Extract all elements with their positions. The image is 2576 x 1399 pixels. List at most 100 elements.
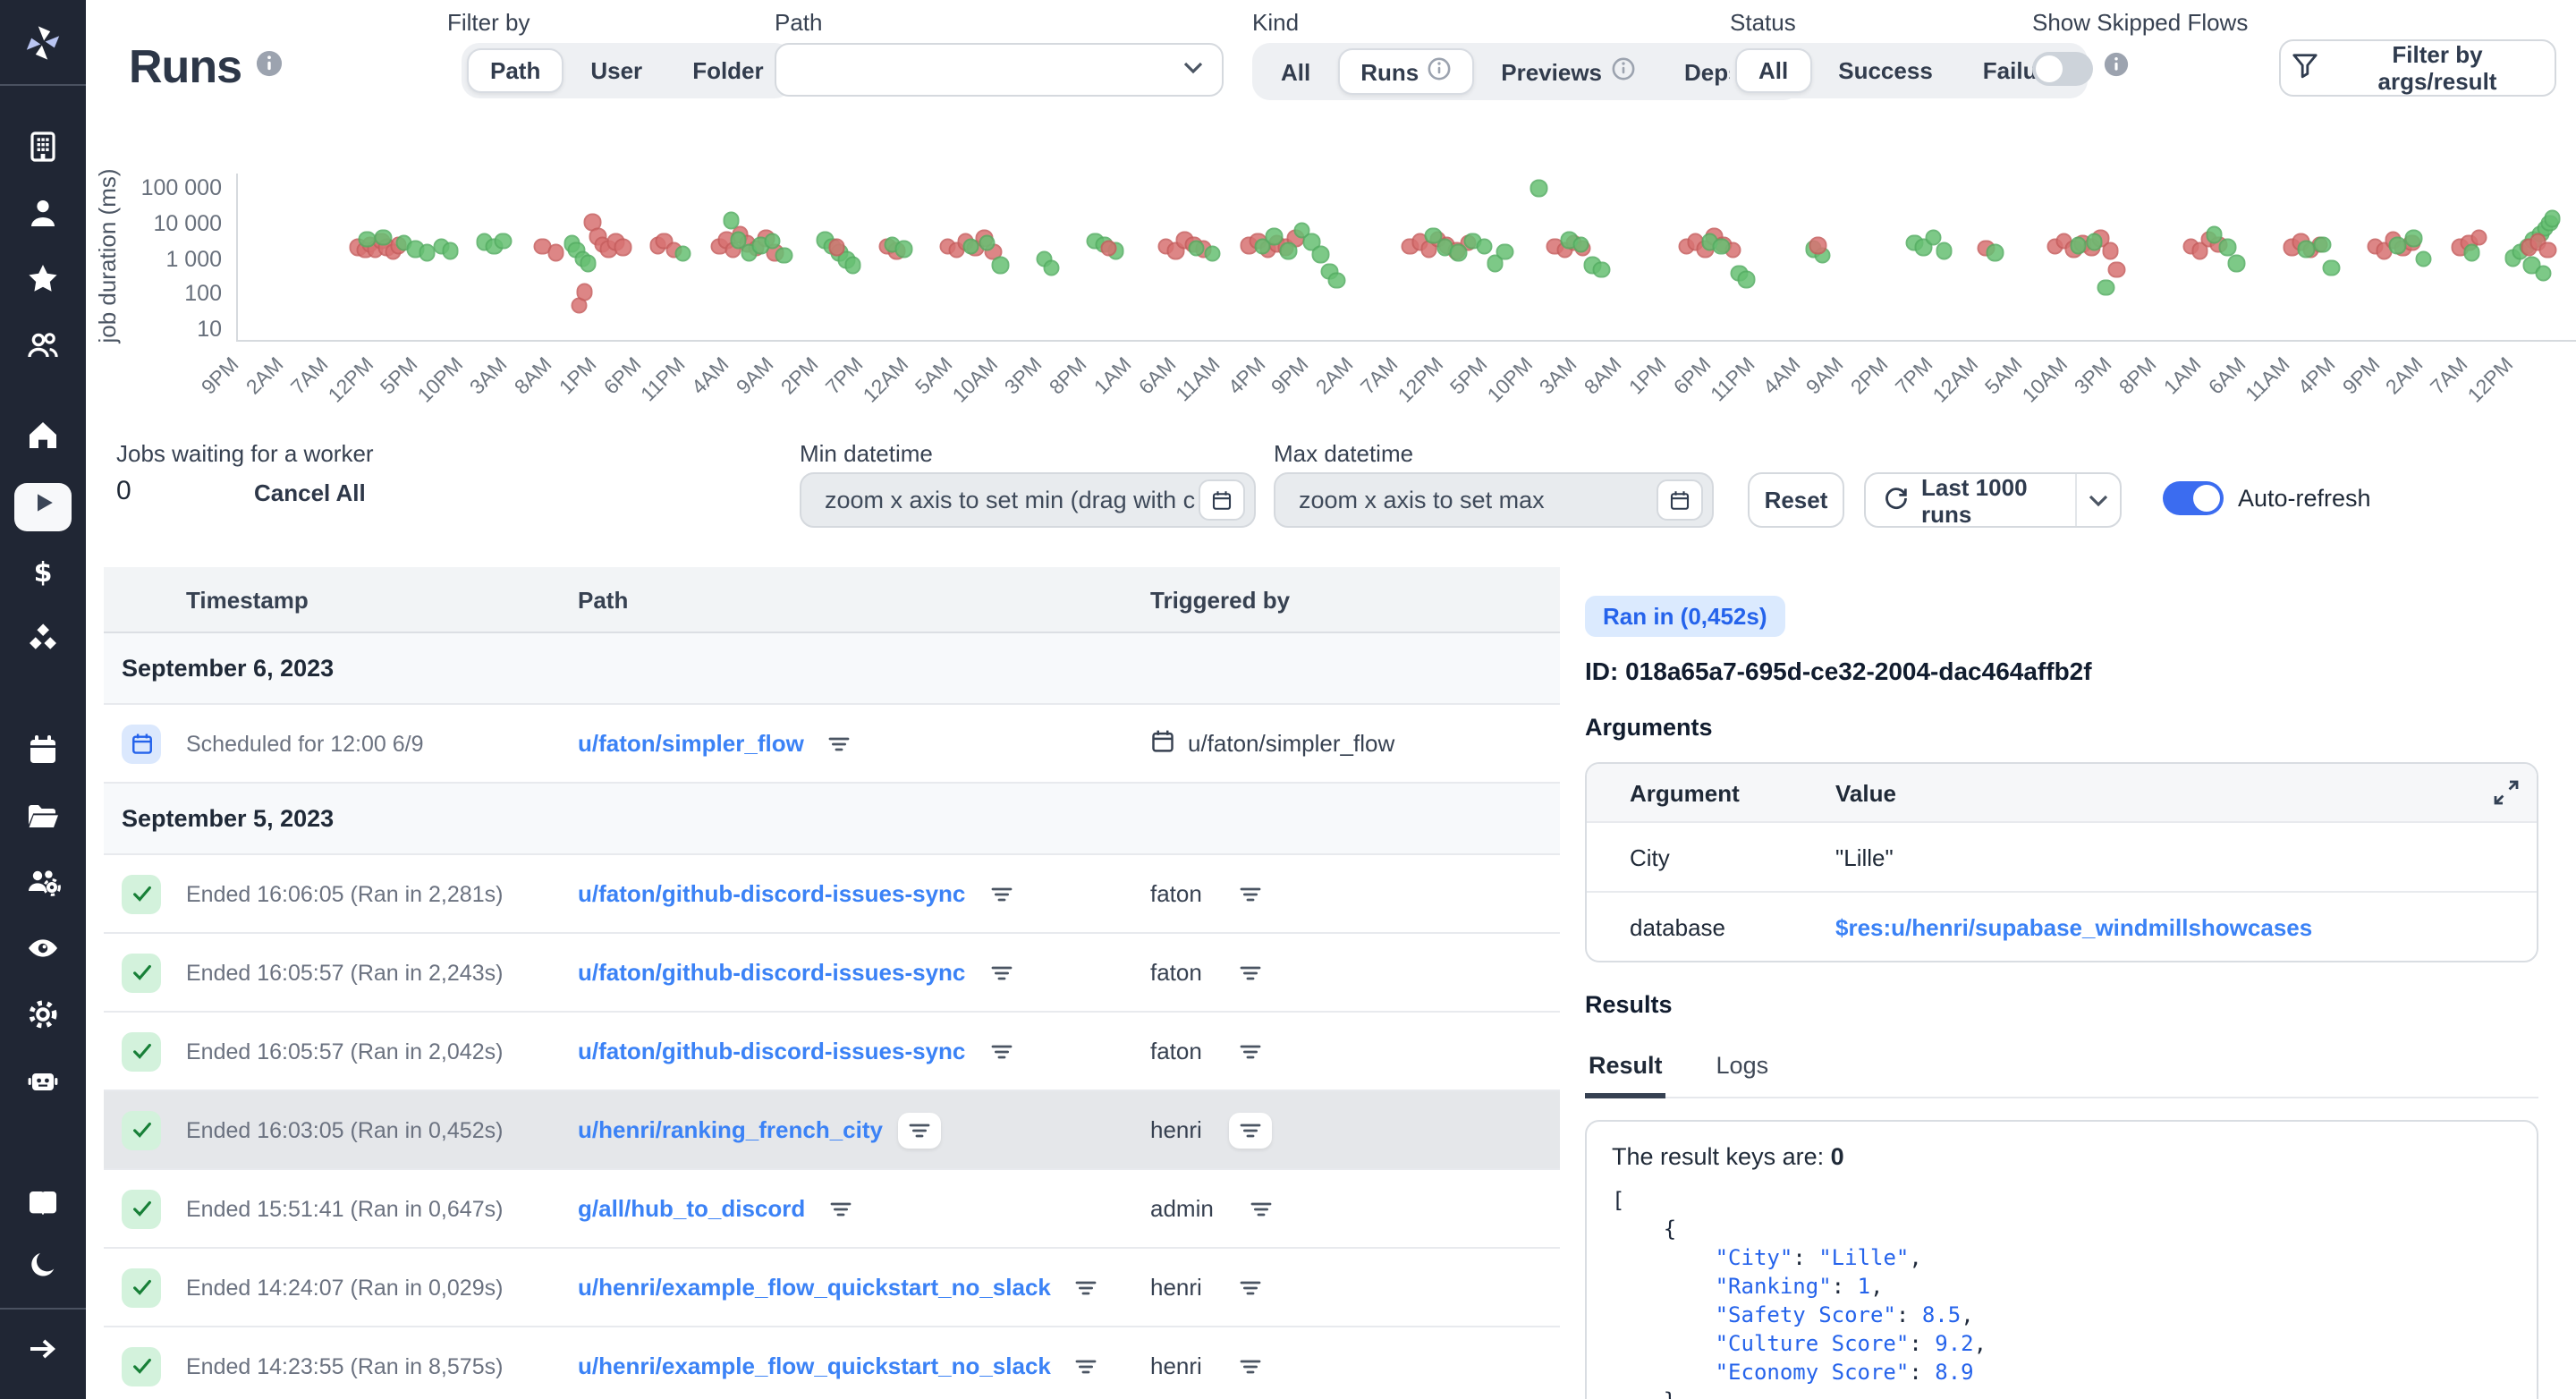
run-path-link[interactable]: u/faton/github-discord-issues-sync (578, 959, 966, 986)
run-path-link[interactable]: g/all/hub_to_discord (578, 1195, 806, 1222)
sidebar-item-theme[interactable] (14, 1247, 72, 1290)
success-run-dot[interactable] (2297, 240, 2315, 258)
success-run-dot[interactable] (729, 231, 747, 249)
success-run-dot[interactable] (495, 232, 513, 250)
trigger-filter-button[interactable] (1241, 1191, 1284, 1226)
trigger-filter-button[interactable] (1229, 1033, 1272, 1069)
trigger-filter-button[interactable] (1229, 1269, 1272, 1305)
path-filter-button[interactable] (819, 1191, 862, 1226)
failure-run-dot[interactable] (828, 239, 846, 257)
kind-all-button[interactable]: All (1258, 48, 1334, 95)
success-run-dot[interactable] (2462, 243, 2480, 261)
sidebar-item-account[interactable] (14, 195, 72, 238)
windmill-logo-icon[interactable] (0, 0, 86, 86)
success-run-dot[interactable] (1042, 259, 1060, 276)
sidebar-item-workers[interactable] (14, 1063, 72, 1106)
trigger-filter-button[interactable] (1228, 1112, 1272, 1148)
path-filter-button[interactable] (979, 876, 1022, 911)
path-filter-button[interactable] (818, 725, 861, 761)
success-run-dot[interactable] (1475, 237, 1493, 255)
failure-run-dot[interactable] (2108, 260, 2126, 278)
success-run-dot[interactable] (2069, 236, 2087, 254)
success-run-dot[interactable] (2543, 209, 2561, 227)
failure-run-dot[interactable] (2470, 229, 2487, 247)
path-filter-button[interactable] (979, 1033, 1022, 1069)
success-run-dot[interactable] (1712, 237, 1730, 255)
success-run-dot[interactable] (674, 245, 691, 263)
success-run-dot[interactable] (375, 228, 393, 246)
max-datetime-calendar-button[interactable] (1657, 479, 1703, 521)
trigger-filter-button[interactable] (1229, 1348, 1272, 1384)
success-run-dot[interactable] (1924, 229, 1942, 247)
success-run-dot[interactable] (764, 233, 782, 250)
max-datetime-input[interactable] (1295, 485, 1657, 515)
sidebar-item-users[interactable] (14, 327, 72, 370)
sidebar-item-schedules[interactable] (14, 732, 72, 775)
run-path-link[interactable]: u/faton/github-discord-issues-sync (578, 880, 966, 907)
failure-run-dot[interactable] (576, 283, 594, 301)
runs-info-icon[interactable] (256, 49, 283, 85)
success-run-dot[interactable] (1450, 244, 1468, 262)
failure-run-dot[interactable] (614, 238, 631, 256)
success-run-dot[interactable] (1530, 179, 1548, 197)
path-filter-button[interactable] (897, 1112, 940, 1148)
path-select[interactable] (775, 43, 1224, 97)
reset-button[interactable]: Reset (1748, 472, 1844, 528)
scatter-plot[interactable] (236, 174, 2576, 342)
success-run-dot[interactable] (722, 211, 740, 229)
info-circle-icon[interactable] (2104, 52, 2129, 86)
filter-by-path-button[interactable]: Path (467, 48, 564, 93)
success-run-dot[interactable] (1987, 243, 2004, 261)
run-path-link[interactable]: u/henri/example_flow_quickstart_no_slack (578, 1352, 1051, 1379)
run-row[interactable]: Ended 14:24:07 (Ran in 0,029s) u/henri/ex… (104, 1249, 1560, 1327)
success-run-dot[interactable] (962, 237, 979, 255)
auto-refresh-toggle[interactable] (2163, 481, 2224, 515)
success-run-dot[interactable] (1203, 245, 1221, 263)
run-row[interactable]: Ended 16:06:05 (Ran in 2,281s) u/faton/gi… (104, 855, 1560, 934)
sidebar-item-settings[interactable] (14, 996, 72, 1039)
filter-by-user-button[interactable]: User (567, 48, 665, 93)
success-run-dot[interactable] (1496, 242, 1513, 260)
success-run-dot[interactable] (2405, 229, 2423, 247)
run-path-link[interactable]: u/henri/ranking_french_city (578, 1116, 883, 1143)
kind-previews-button[interactable]: Previews (1478, 48, 1657, 95)
expand-icon[interactable] (2476, 780, 2537, 805)
success-run-dot[interactable] (992, 257, 1010, 275)
kind-runs-button[interactable]: Runs (1337, 48, 1475, 95)
trigger-filter-button[interactable] (1229, 876, 1272, 911)
run-row[interactable]: Scheduled for 12:00 6/9 u/faton/simpler_f… (104, 705, 1560, 784)
success-run-dot[interactable] (1424, 227, 1442, 245)
filter-args-button[interactable]: Filter by args/result (2279, 39, 2556, 97)
skipped-flows-toggle[interactable] (2032, 52, 2093, 86)
failure-run-dot[interactable] (1100, 239, 1117, 257)
failure-run-dot[interactable] (2101, 242, 2119, 259)
sidebar-item-resources[interactable] (14, 621, 72, 664)
failure-run-dot[interactable] (2538, 242, 2556, 259)
run-row[interactable]: Ended 14:23:55 (Ran in 8,575s) u/henri/ex… (104, 1327, 1560, 1399)
cancel-all-button[interactable]: Cancel All (243, 478, 377, 508)
success-run-dot[interactable] (1738, 270, 1755, 288)
success-run-dot[interactable] (1266, 227, 1284, 245)
min-datetime-calendar-button[interactable] (1199, 479, 1245, 521)
last-runs-button[interactable]: Last 1000 runs (1864, 472, 2122, 528)
success-run-dot[interactable] (441, 242, 459, 259)
success-run-dot[interactable] (1592, 260, 1610, 278)
sidebar-item-audit-logs[interactable] (14, 930, 72, 973)
success-run-dot[interactable] (1327, 271, 1345, 289)
success-run-dot[interactable] (580, 255, 597, 273)
sidebar-item-variables[interactable]: $ (14, 555, 72, 598)
run-row[interactable]: Ended 16:05:57 (Ran in 2,243s) u/faton/gi… (104, 934, 1560, 1013)
success-run-dot[interactable] (1572, 236, 1589, 254)
success-run-dot[interactable] (2218, 238, 2236, 256)
run-row[interactable]: Ended 16:03:05 (Ran in 0,452s) u/henri/ra… (104, 1091, 1560, 1170)
status-all-button[interactable]: All (1735, 48, 1812, 93)
success-run-dot[interactable] (894, 240, 912, 258)
success-run-dot[interactable] (2414, 250, 2432, 268)
path-filter-button[interactable] (1065, 1269, 1108, 1305)
success-run-dot[interactable] (2389, 236, 2407, 254)
status-success-button[interactable]: Success (1815, 48, 1956, 93)
success-run-dot[interactable] (2085, 233, 2103, 250)
sidebar-item-home[interactable] (14, 417, 72, 460)
failure-run-dot[interactable] (1809, 236, 1826, 254)
tab-logs[interactable]: Logs (1716, 1052, 1769, 1079)
